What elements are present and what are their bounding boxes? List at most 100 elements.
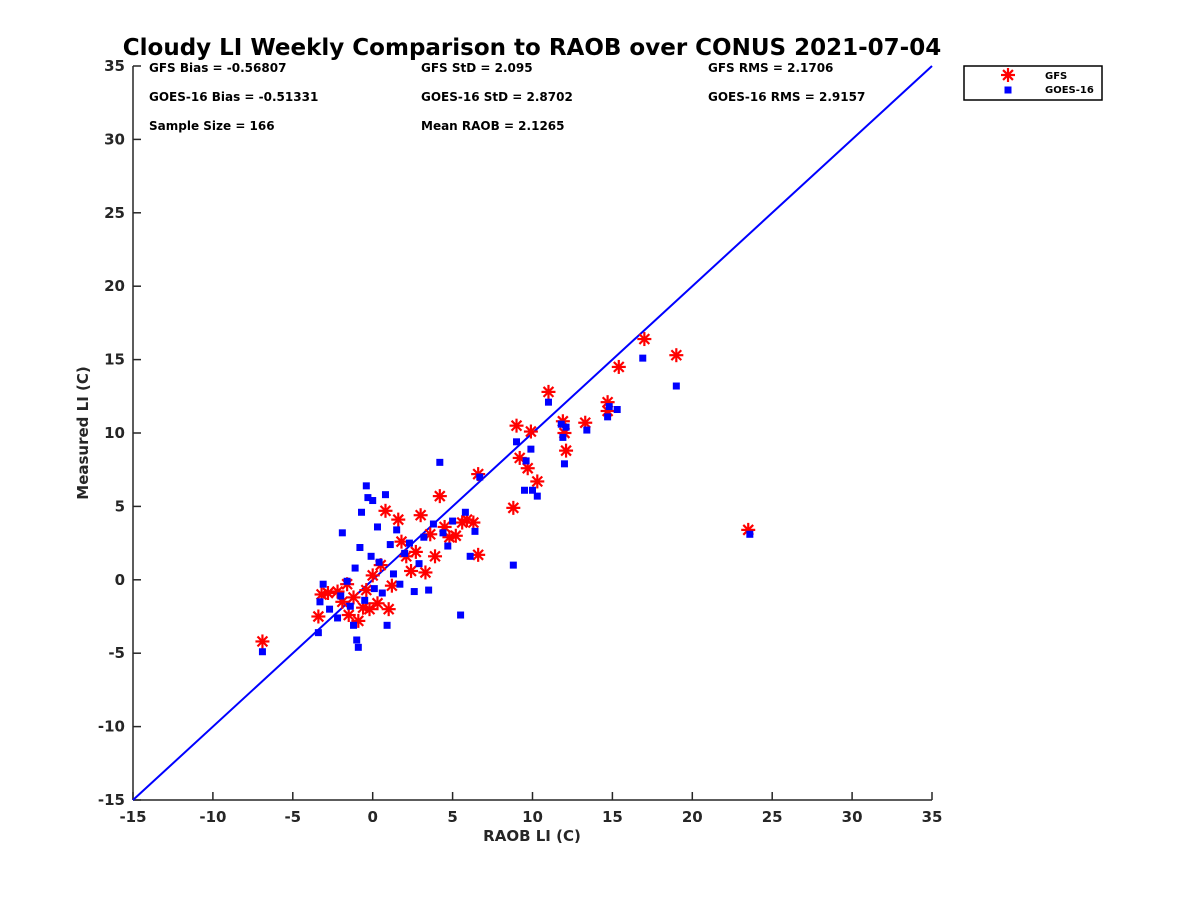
legend-goes16-label: GOES-16 <box>1045 85 1094 96</box>
gfs-point <box>391 512 406 527</box>
x-tick-label: 15 <box>602 808 623 826</box>
goes16-point <box>326 605 334 613</box>
goes16-point <box>559 433 567 441</box>
goes16-point <box>639 354 647 362</box>
goes16-point <box>457 611 465 619</box>
goes16-point <box>383 621 391 629</box>
goes16-point <box>461 508 469 516</box>
goes16-point <box>381 491 389 499</box>
x-tick-label: 35 <box>922 808 943 826</box>
goes16-point <box>356 544 364 552</box>
goes16-point <box>389 570 397 578</box>
goes16-point <box>420 533 428 541</box>
stat-annotation: GOES-16 Bias = -0.51331 <box>149 90 318 104</box>
gfs-point <box>370 596 385 611</box>
chart-title: Cloudy LI Weekly Comparison to RAOB over… <box>123 35 941 61</box>
gfs-point <box>418 565 433 580</box>
gfs-point <box>506 500 521 515</box>
goes16-point <box>362 482 370 490</box>
goes16-point <box>509 561 517 569</box>
x-axis-label: RAOB LI (C) <box>483 827 581 845</box>
goes16-point <box>471 527 479 535</box>
goes16-point <box>358 508 366 516</box>
goes16-point <box>522 457 530 465</box>
gfs-point <box>320 586 335 601</box>
stat-annotation: GOES-16 RMS = 2.9157 <box>708 90 865 104</box>
y-tick-label: 25 <box>104 204 125 222</box>
gfs-point <box>311 609 326 624</box>
y-tick-label: -15 <box>98 791 125 809</box>
goes16-point <box>560 460 568 468</box>
goes16-point <box>401 549 409 557</box>
goes16-point <box>367 552 375 560</box>
x-tick-label: 0 <box>367 808 377 826</box>
goes16-point <box>316 598 324 606</box>
legend-box <box>963 65 1103 101</box>
goes16-point <box>466 552 474 560</box>
gfs-point <box>428 549 443 564</box>
goes16-point <box>354 643 362 651</box>
gfs-point <box>365 568 380 583</box>
stat-annotation: GFS Bias = -0.56807 <box>149 61 286 75</box>
gfs-point <box>448 528 463 543</box>
goes16-point <box>258 648 266 656</box>
gfs-point <box>381 602 396 617</box>
gfs-series <box>255 332 756 649</box>
x-tick-label: 10 <box>522 808 543 826</box>
goes16-point <box>436 458 444 466</box>
goes16-point <box>338 529 346 537</box>
legend-gfs-asterisk <box>1001 68 1015 82</box>
goes16-point <box>351 564 359 572</box>
gfs-point <box>408 544 423 559</box>
goes16-point <box>334 614 342 622</box>
goes16-point <box>373 523 381 531</box>
x-tick-label: -15 <box>119 808 146 826</box>
goes16-point <box>527 445 535 453</box>
legend: GFS GOES-16 <box>963 65 1103 101</box>
gfs-point <box>362 602 377 617</box>
y-tick-label: 15 <box>104 351 125 369</box>
x-tick-label: 30 <box>842 808 863 826</box>
gfs-point <box>611 359 626 374</box>
goes16-point <box>746 530 754 538</box>
goes16-point <box>605 403 613 411</box>
legend-goes16-square <box>1004 86 1012 94</box>
goes16-point <box>370 585 378 593</box>
goes16-point <box>314 629 322 637</box>
gfs-point <box>520 461 535 476</box>
goes16-point <box>533 492 541 500</box>
goes16-point <box>378 589 386 597</box>
gfs-point <box>559 443 574 458</box>
y-tick-label: -10 <box>98 718 125 736</box>
gfs-point <box>255 634 270 649</box>
goes16-point <box>562 423 570 431</box>
y-tick-label: 0 <box>115 571 125 589</box>
gfs-point <box>378 503 393 518</box>
goes16-point <box>544 398 552 406</box>
goes16-point <box>410 588 418 596</box>
goes16-point <box>361 596 369 604</box>
legend-gfs-marker <box>1001 68 1015 82</box>
stat-annotation: Sample Size = 166 <box>149 119 275 133</box>
y-tick-label: 35 <box>104 57 125 75</box>
goes16-point <box>364 494 372 502</box>
stat-annotation: GFS RMS = 2.1706 <box>708 61 833 75</box>
stat-annotation: GOES-16 StD = 2.8702 <box>421 90 573 104</box>
statistics-annotations: GFS Bias = -0.56807 GFS StD = 2.095 GFS RM… <box>149 61 865 133</box>
x-tick-label: -5 <box>284 808 301 826</box>
gfs-point <box>509 418 524 433</box>
goes16-point <box>476 473 484 481</box>
y-axis-ticks: -15 -10 -5 0 5 10 15 20 25 30 35 <box>98 57 141 809</box>
legend-gfs-label: GFS <box>1045 71 1067 82</box>
gfs-point <box>404 563 419 578</box>
goes16-point <box>346 602 354 610</box>
goes16-point <box>405 539 413 547</box>
goes16-point <box>557 420 565 428</box>
goes16-point <box>386 541 394 549</box>
goes16-point <box>396 580 404 588</box>
x-axis-ticks: -15 -10 -5 0 5 10 15 20 25 30 35 <box>119 792 942 826</box>
gfs-point <box>432 489 447 504</box>
gfs-point <box>637 332 652 347</box>
goes16-point <box>429 520 437 528</box>
